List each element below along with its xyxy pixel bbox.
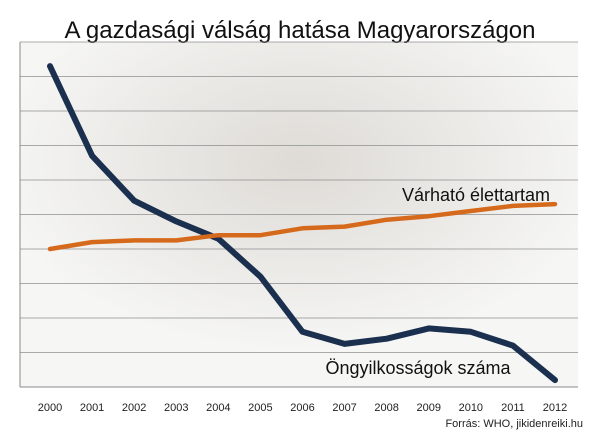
x-tick-label: 2002 [122, 402, 146, 414]
x-tick-label: 2011 [501, 402, 525, 414]
x-tick-label: 2000 [38, 402, 62, 414]
x-tick-label: 2009 [417, 402, 441, 414]
series [47, 63, 558, 384]
x-tick-label: 2003 [164, 402, 188, 414]
x-tick-label: 2007 [332, 402, 356, 414]
axes [19, 42, 578, 388]
chart-title: A gazdasági válság hatása Magyarországon [65, 17, 536, 44]
x-tick-label: 2012 [543, 402, 567, 414]
source-note: Forrás: WHO, jikidenreiki.hu [445, 418, 583, 430]
x-tick-label: 2010 [459, 402, 483, 414]
series-labels: Öngyilkosságok száma Várható élettartam [325, 185, 550, 378]
x-tick-label: 2005 [248, 402, 272, 414]
x-tick-label: 2001 [80, 402, 104, 414]
x-tick-label: 2008 [374, 402, 398, 414]
series-label-varhato-elettartam: Várható élettartam [402, 185, 550, 205]
x-tick-label: 2004 [206, 402, 230, 414]
series-label-ongyilkossagok-szama: Öngyilkosságok száma [325, 358, 511, 378]
x-tick-labels: 2000 2001 2002 2003 2004 2005 2006 2007 2008 2009… [38, 402, 567, 414]
x-tick-label: 2006 [290, 402, 314, 414]
